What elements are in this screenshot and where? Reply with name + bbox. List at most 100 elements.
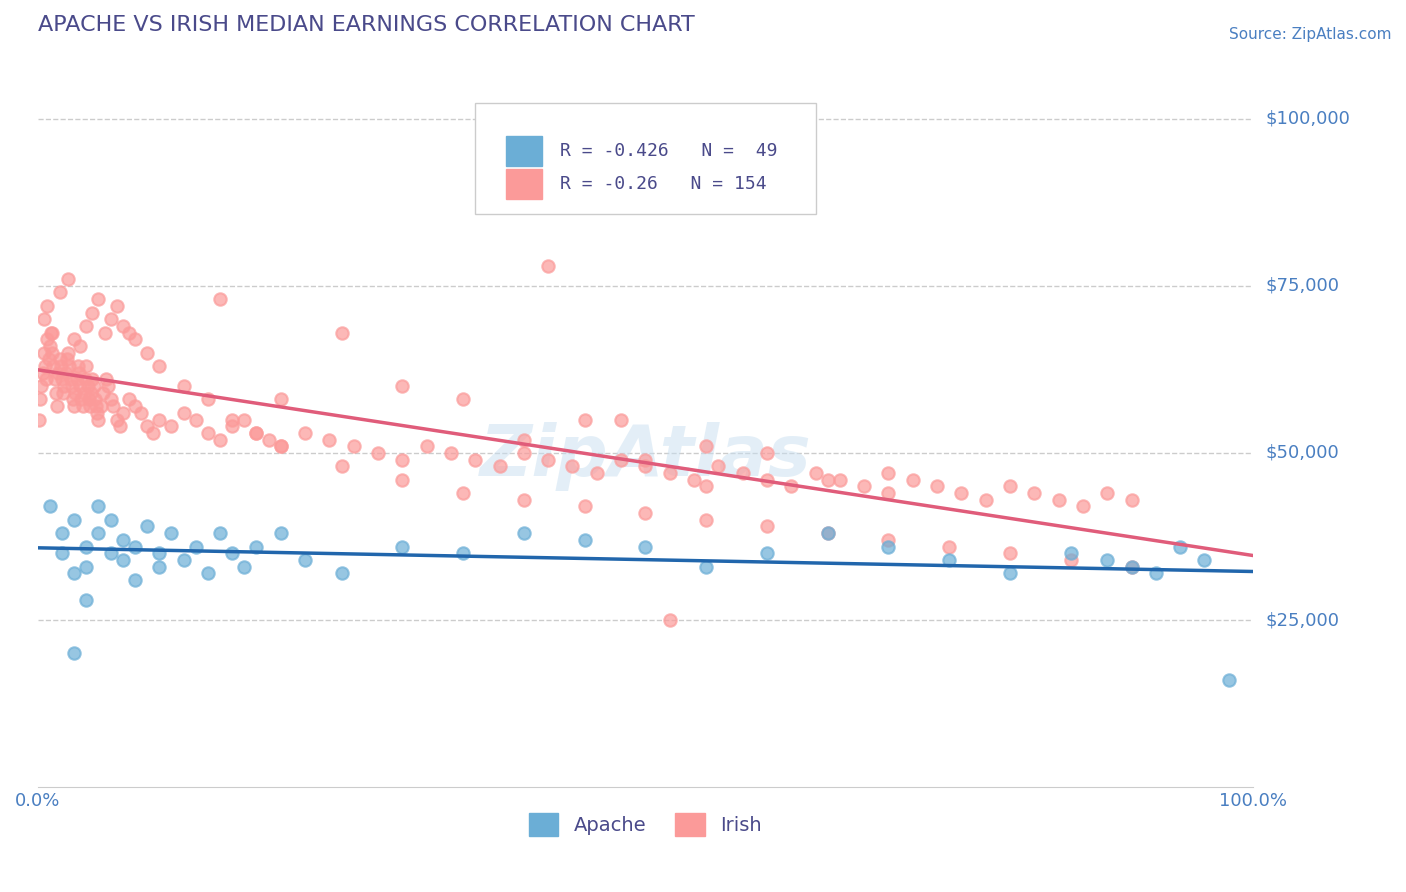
- Point: [32, 312, 55, 326]
- Point: [118, 326, 141, 340]
- Point: [46, 399, 69, 413]
- Point: [51, 372, 73, 386]
- Point: [561, 459, 583, 474]
- Point: [1095, 553, 1118, 567]
- Point: [695, 479, 717, 493]
- Point: [938, 553, 960, 567]
- Point: [100, 312, 122, 326]
- Point: [93, 326, 115, 340]
- Point: [197, 392, 219, 407]
- Point: [440, 446, 463, 460]
- Point: [367, 446, 389, 460]
- Point: [270, 439, 292, 453]
- Point: [683, 473, 706, 487]
- Point: [69, 379, 91, 393]
- Point: [817, 473, 839, 487]
- Point: [451, 392, 474, 407]
- Point: [391, 379, 413, 393]
- Point: [1047, 492, 1070, 507]
- Point: [55, 366, 77, 380]
- Point: [184, 540, 207, 554]
- Point: [101, 399, 124, 413]
- Point: [173, 553, 195, 567]
- Point: [38, 500, 60, 514]
- Point: [44, 372, 66, 386]
- Point: [41, 345, 63, 359]
- Point: [70, 392, 93, 407]
- Point: [731, 466, 754, 480]
- Point: [330, 326, 353, 340]
- Point: [1121, 492, 1143, 507]
- Point: [1060, 546, 1083, 560]
- Point: [100, 513, 122, 527]
- Point: [124, 573, 146, 587]
- Point: [58, 359, 80, 373]
- Point: [270, 526, 292, 541]
- Point: [634, 459, 657, 474]
- Point: [136, 345, 159, 359]
- Point: [1024, 486, 1046, 500]
- Point: [998, 479, 1021, 493]
- Point: [391, 473, 413, 487]
- Point: [695, 439, 717, 453]
- Point: [111, 533, 134, 547]
- Bar: [506, 136, 543, 166]
- Point: [75, 359, 97, 373]
- Point: [91, 385, 114, 400]
- Bar: [506, 169, 543, 199]
- Point: [41, 326, 63, 340]
- Point: [76, 379, 98, 393]
- FancyBboxPatch shape: [475, 103, 815, 213]
- Point: [488, 459, 510, 474]
- Point: [208, 526, 231, 541]
- Point: [39, 326, 62, 340]
- Point: [925, 479, 948, 493]
- Point: [148, 359, 170, 373]
- Point: [1168, 540, 1191, 554]
- Point: [828, 473, 851, 487]
- Point: [208, 433, 231, 447]
- Point: [51, 526, 73, 541]
- Point: [75, 559, 97, 574]
- Point: [45, 385, 67, 400]
- Point: [184, 412, 207, 426]
- Point: [48, 352, 70, 367]
- Point: [221, 546, 243, 560]
- Point: [695, 513, 717, 527]
- Point: [330, 566, 353, 581]
- Point: [86, 406, 108, 420]
- Point: [56, 345, 79, 359]
- Point: [513, 433, 536, 447]
- Point: [877, 533, 900, 547]
- Point: [124, 399, 146, 413]
- Point: [221, 412, 243, 426]
- Point: [148, 559, 170, 574]
- Point: [658, 466, 681, 480]
- Point: [817, 526, 839, 541]
- Point: [1144, 566, 1167, 581]
- Text: Source: ZipAtlas.com: Source: ZipAtlas.com: [1229, 27, 1392, 42]
- Point: [90, 399, 112, 413]
- Point: [105, 412, 128, 426]
- Point: [160, 419, 183, 434]
- Point: [574, 533, 596, 547]
- Point: [208, 292, 231, 306]
- Point: [294, 425, 316, 440]
- Point: [233, 559, 256, 574]
- Point: [75, 318, 97, 333]
- Point: [111, 553, 134, 567]
- Point: [160, 526, 183, 541]
- Point: [46, 366, 69, 380]
- Point: [610, 452, 633, 467]
- Point: [37, 299, 59, 313]
- Point: [31, 366, 53, 380]
- Point: [38, 339, 60, 353]
- Point: [75, 593, 97, 607]
- Point: [56, 352, 79, 367]
- Point: [111, 318, 134, 333]
- Point: [221, 419, 243, 434]
- Text: R = -0.426   N =  49: R = -0.426 N = 49: [561, 142, 778, 160]
- Point: [87, 500, 110, 514]
- Point: [804, 466, 827, 480]
- Point: [513, 446, 536, 460]
